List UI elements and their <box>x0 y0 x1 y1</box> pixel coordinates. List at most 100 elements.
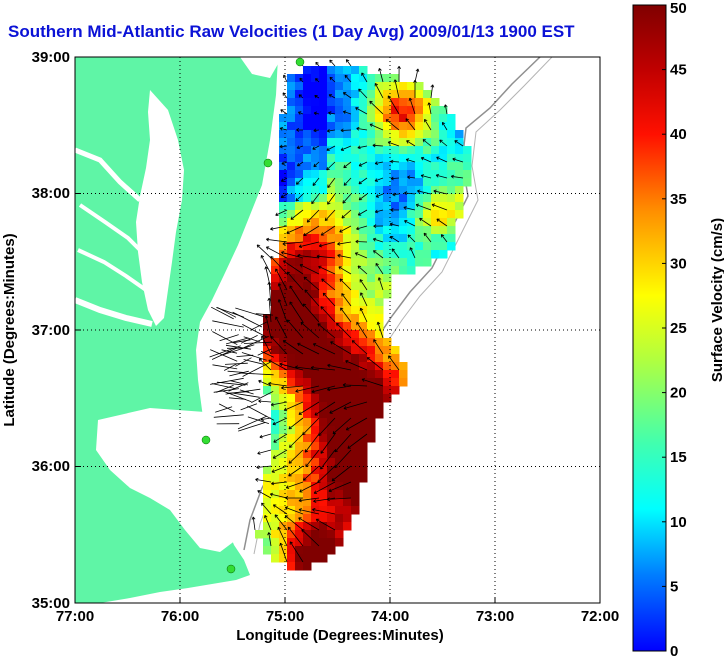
velocity-cell <box>303 242 312 251</box>
velocity-cell <box>327 226 336 235</box>
velocity-cell <box>271 490 280 499</box>
velocity-cell <box>367 186 376 195</box>
velocity-cell <box>279 498 288 507</box>
velocity-cell <box>263 466 272 475</box>
velocity-cell <box>383 394 392 403</box>
velocity-cell <box>303 338 312 347</box>
velocity-cell <box>271 434 280 443</box>
velocity-arrow <box>326 497 352 502</box>
velocity-arrow <box>341 209 352 219</box>
velocity-arrow <box>210 377 244 385</box>
velocity-arrow <box>424 118 432 131</box>
velocity-cell <box>367 170 376 179</box>
velocity-cell <box>319 314 328 323</box>
velocity-cell <box>399 178 408 187</box>
velocity-cell <box>375 138 384 147</box>
velocity-cell <box>287 178 296 187</box>
x-axis-title: Longitude (Degrees:Minutes) <box>236 627 444 644</box>
velocity-arrow <box>260 350 274 358</box>
velocity-arrow <box>406 140 416 147</box>
velocity-cell <box>311 146 320 155</box>
velocity-cell <box>279 258 288 267</box>
velocity-cell <box>335 434 344 443</box>
velocity-cell <box>367 346 376 355</box>
velocity-cell <box>335 194 344 203</box>
velocity-cell <box>359 66 368 75</box>
velocity-cell <box>383 250 392 259</box>
grid-lines <box>75 57 600 603</box>
velocity-cell <box>327 170 336 179</box>
velocity-arrow <box>302 465 320 481</box>
velocity-cell <box>327 450 336 459</box>
velocity-cell <box>335 98 344 107</box>
velocity-cell <box>351 418 360 427</box>
velocity-cell <box>375 338 384 347</box>
velocity-cell <box>319 474 328 483</box>
velocity-cell <box>311 378 320 387</box>
velocity-cell <box>311 250 320 259</box>
velocity-cell <box>343 122 352 131</box>
velocity-cell <box>359 322 368 331</box>
velocity-arrow <box>345 417 368 431</box>
velocity-cell <box>415 194 424 203</box>
velocity-arrow <box>255 313 274 316</box>
velocity-cell <box>375 114 384 123</box>
velocity-cell <box>359 194 368 203</box>
velocity-cell <box>303 202 312 211</box>
velocity-cell <box>359 74 368 83</box>
velocity-cell <box>335 290 344 299</box>
velocity-cell <box>327 178 336 187</box>
velocity-arrow <box>378 68 384 83</box>
velocity-arrow <box>436 156 448 163</box>
velocity-cell <box>343 154 352 163</box>
velocity-arrow <box>329 59 336 67</box>
velocity-cell <box>439 114 448 123</box>
velocity-cell <box>359 378 368 387</box>
velocity-cell <box>375 266 384 275</box>
velocity-cell <box>367 114 376 123</box>
velocity-cell <box>407 106 416 115</box>
velocity-arrow <box>340 307 352 323</box>
potomac-river <box>75 147 142 202</box>
velocity-arrow <box>440 234 448 243</box>
velocity-cell <box>431 106 440 115</box>
velocity-arrow <box>328 481 352 493</box>
velocity-cell <box>279 354 288 363</box>
velocity-cell <box>327 506 336 515</box>
velocity-cell <box>319 298 328 307</box>
velocity-cell <box>303 146 312 155</box>
velocity-arrow <box>312 177 320 186</box>
velocity-cell <box>271 402 280 411</box>
velocity-arrow <box>270 256 288 275</box>
velocity-cell <box>383 114 392 123</box>
velocity-cell <box>375 210 384 219</box>
velocity-arrow <box>317 323 336 339</box>
velocity-cell <box>399 258 408 267</box>
velocity-arrow <box>390 208 399 212</box>
velocity-cell <box>431 178 440 187</box>
velocity-vectors <box>209 59 464 563</box>
velocity-arrow <box>288 449 304 464</box>
velocity-cell <box>279 362 288 371</box>
velocity-cell <box>447 146 456 155</box>
velocity-cell <box>415 250 424 259</box>
velocity-cell <box>343 522 352 531</box>
velocity-cell <box>303 330 312 339</box>
velocity-arrow <box>250 321 268 331</box>
velocity-cell <box>279 234 288 243</box>
velocity-cell <box>439 130 448 139</box>
velocity-cell <box>335 202 344 211</box>
velocity-arrow <box>212 364 238 370</box>
velocity-cell <box>399 122 408 131</box>
velocity-cell <box>279 282 288 291</box>
velocity-arrow <box>274 514 288 531</box>
velocity-arrow <box>227 370 245 373</box>
velocity-arrow <box>285 481 304 489</box>
velocity-cell <box>343 250 352 259</box>
velocity-cell <box>295 74 304 83</box>
velocity-cell <box>431 130 440 139</box>
velocity-cell <box>375 170 384 179</box>
velocity-cell <box>287 530 296 539</box>
velocity-cell <box>423 170 432 179</box>
velocity-arrow <box>289 541 304 563</box>
